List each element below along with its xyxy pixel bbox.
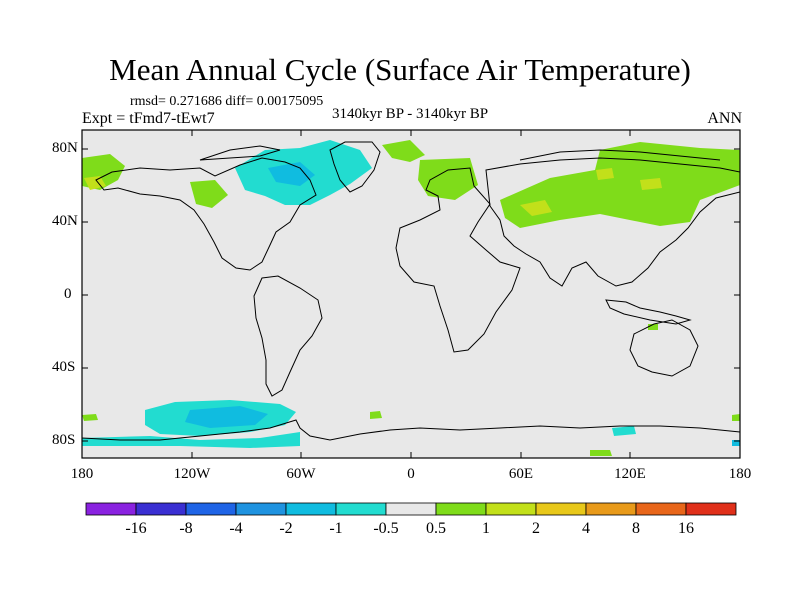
experiment-label: Expt = tFmd7-tEwt7	[82, 110, 215, 127]
east-pacific-warm-dot	[732, 414, 740, 421]
colorbar-box-10	[535, 502, 587, 516]
lat-label-80s: 80S	[52, 432, 76, 448]
antarctica-coast	[81, 419, 741, 441]
lon-label-60w: 60W	[286, 466, 316, 482]
siberia-north-coast	[519, 149, 721, 161]
antarctic-warm-dot	[590, 450, 612, 456]
colorbar-box-13	[685, 502, 737, 516]
nw-canada-warm-patch	[190, 180, 228, 208]
colorbar-label: -4	[229, 520, 243, 537]
greenland-coast	[329, 141, 381, 193]
cool-anomaly-patches	[82, 140, 740, 448]
colorbar-label: -16	[125, 520, 147, 537]
europe-africa-coast	[395, 167, 521, 353]
lat-label-40n: 40N	[52, 213, 78, 229]
colorbar-box-6	[335, 502, 387, 516]
season-label: ANN	[707, 110, 742, 127]
colorbar-box-11	[585, 502, 637, 516]
colorbar-label: 16	[678, 520, 694, 537]
colorbar-box-2	[135, 502, 187, 516]
siberia-warm-core	[520, 200, 552, 216]
lon-label-120e: 120E	[614, 466, 646, 482]
colorbar-label: 4	[582, 520, 590, 537]
south-america-coast	[253, 275, 323, 397]
map-title: Mean Annual Cycle (Surface Air Temperatu…	[109, 52, 691, 87]
lat-label-80n: 80N	[52, 140, 78, 156]
colorbar-label: -0.5	[373, 520, 399, 537]
alaska-warm-core	[84, 176, 106, 190]
colorbar-label: 1	[482, 520, 490, 537]
colorbar-label: -8	[179, 520, 193, 537]
australia-coast	[629, 319, 699, 377]
axis-ticks	[81, 130, 741, 458]
east-asia-warm-core	[640, 178, 662, 190]
arctic-islands-coast	[199, 145, 281, 161]
colorbar-label: -2	[279, 520, 293, 537]
lon-label-120w: 120W	[173, 466, 211, 482]
lon-label-180w: 180	[70, 466, 94, 482]
lon-label-60e: 60E	[508, 466, 534, 482]
lat-label-0: 0	[64, 286, 72, 302]
colorbar-box-1	[85, 502, 137, 516]
southern-ocean-warm-dot	[370, 411, 382, 419]
colorbar-label: 0.5	[426, 520, 446, 537]
colorbar-box-5	[285, 502, 337, 516]
colorbar-box-7	[385, 502, 437, 516]
colorbar-label: -1	[329, 520, 343, 537]
siberia-warm-core-2	[596, 168, 614, 180]
greenland-warm-patch	[382, 140, 425, 162]
lat-label-40s: 40S	[52, 359, 76, 375]
indonesia-coast	[605, 299, 692, 325]
colorbar	[85, 502, 737, 516]
colorbar-label: 2	[532, 520, 540, 537]
asia-coast	[485, 157, 741, 287]
period-label: 3140kyr BP - 3140kyr BP	[331, 106, 489, 122]
coastlines	[81, 141, 741, 441]
antarctic-cool-core	[185, 406, 268, 428]
ross-sea-cool-patch	[612, 426, 636, 436]
colorbar-label: 8	[632, 520, 640, 537]
colorbar-box-8	[435, 502, 487, 516]
stats-line: rmsd= 0.271686 diff= 0.00175095	[130, 94, 324, 109]
colorbar-box-3	[185, 502, 237, 516]
hudson-cool-core	[268, 162, 315, 186]
colorbar-box-12	[635, 502, 687, 516]
colorbar-box-4	[235, 502, 287, 516]
north-america-coast	[95, 157, 317, 271]
antarctic-west-cool-band	[82, 432, 300, 448]
pacific-warm-dot	[82, 414, 98, 421]
colorbar-box-9	[485, 502, 537, 516]
lon-label-0: 0	[407, 466, 415, 482]
lon-label-180e: 180	[728, 466, 752, 482]
